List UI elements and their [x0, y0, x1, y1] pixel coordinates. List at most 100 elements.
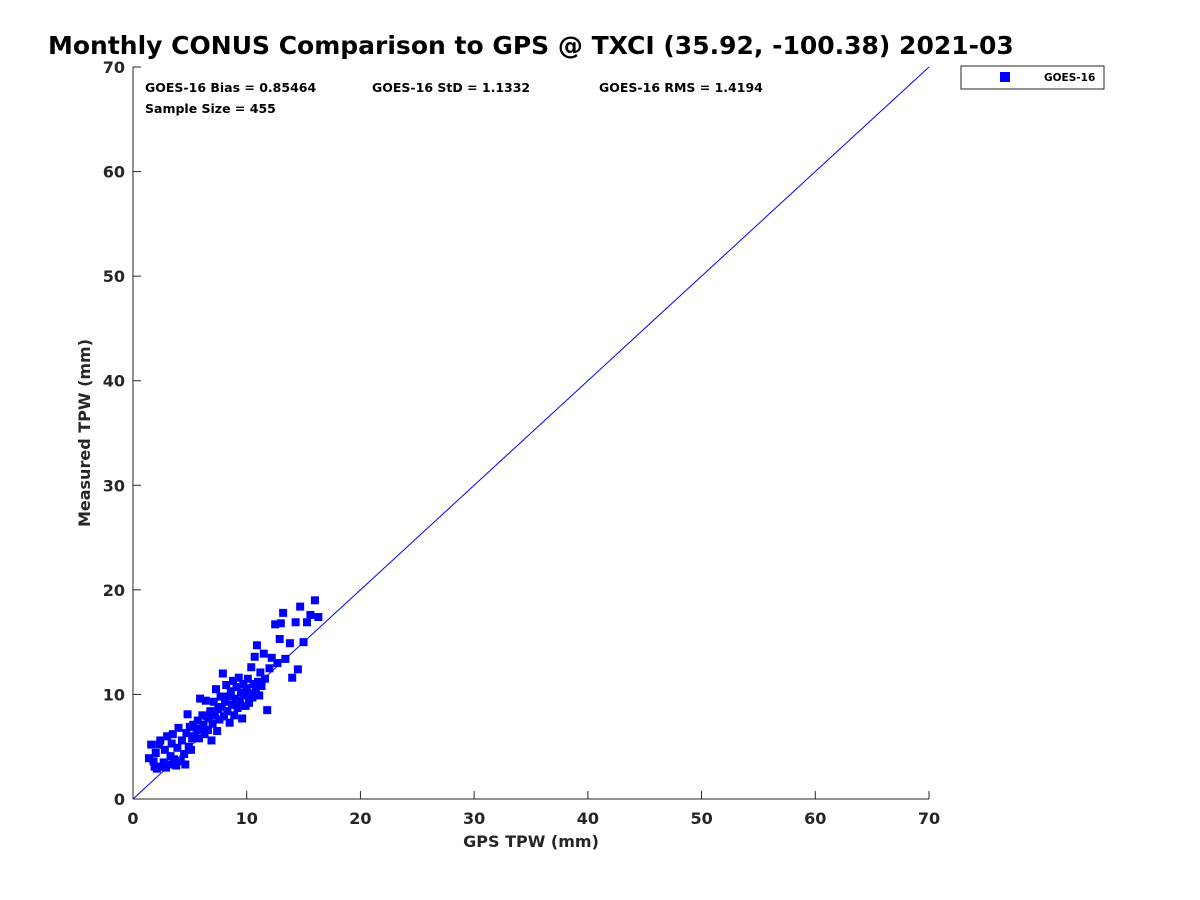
- data-point: [196, 694, 205, 703]
- data-point: [265, 664, 274, 673]
- y-tick-label: 20: [103, 581, 125, 600]
- data-point: [193, 716, 202, 725]
- data-point: [279, 608, 288, 617]
- data-point: [198, 711, 207, 720]
- data-point: [212, 685, 221, 694]
- data-point: [227, 700, 236, 709]
- data-point: [221, 697, 230, 706]
- data-point: [152, 764, 161, 773]
- y-tick-label: 40: [103, 372, 125, 391]
- data-point: [226, 687, 235, 696]
- data-point: [177, 736, 186, 745]
- data-point: [296, 602, 305, 611]
- data-point: [255, 691, 264, 700]
- data-point: [310, 596, 319, 605]
- data-point: [199, 720, 208, 729]
- y-ticks: 0 10 20 30 40 50 60 70: [103, 58, 141, 809]
- data-point: [144, 754, 153, 763]
- data-point: [182, 729, 191, 738]
- data-point: [247, 663, 256, 672]
- data-point: [197, 724, 206, 733]
- data-point: [219, 712, 228, 721]
- data-point: [256, 668, 265, 677]
- data-point: [306, 610, 315, 619]
- data-point: [160, 745, 169, 754]
- data-point: [155, 740, 164, 749]
- data-point: [186, 745, 195, 754]
- data-point: [165, 760, 174, 769]
- data-point: [249, 679, 258, 688]
- data-point: [233, 704, 242, 713]
- data-point: [213, 727, 222, 736]
- data-point: [271, 620, 280, 629]
- data-point: [257, 682, 266, 691]
- data-point: [302, 618, 311, 627]
- data-point: [157, 762, 166, 771]
- data-point: [232, 683, 241, 692]
- data-point: [176, 757, 185, 766]
- data-point: [275, 635, 284, 644]
- data-point: [288, 673, 297, 682]
- data-point: [238, 714, 247, 723]
- data-point: [259, 649, 268, 658]
- data-point: [208, 719, 217, 728]
- data-point: [181, 760, 190, 769]
- x-tick-label: 10: [236, 809, 258, 828]
- data-point: [240, 691, 249, 700]
- data-point: [201, 696, 210, 705]
- rms-stat: GOES-16 RMS = 1.4194: [599, 80, 763, 95]
- data-point: [216, 692, 225, 701]
- data-point: [173, 743, 182, 752]
- data-point: [205, 714, 214, 723]
- data-point: [273, 659, 282, 668]
- data-point: [229, 676, 238, 685]
- data-point: [190, 732, 199, 741]
- data-point: [224, 692, 233, 701]
- data-point: [209, 697, 218, 706]
- bias-stat: GOES-16 Bias = 0.85464: [145, 80, 316, 95]
- legend-box: [960, 65, 1105, 90]
- data-point: [159, 758, 168, 767]
- data-points: [144, 596, 323, 773]
- chart-title: Monthly CONUS Comparison to GPS @ TXCI (…: [48, 31, 1014, 60]
- data-point: [252, 641, 261, 650]
- x-tick-label: 20: [349, 809, 371, 828]
- std-stat: GOES-16 StD = 1.1332: [372, 80, 530, 95]
- sample-size-stat: Sample Size = 455: [145, 101, 276, 116]
- legend-label: GOES-16: [1044, 72, 1095, 84]
- data-point: [263, 706, 272, 715]
- data-point: [207, 736, 216, 745]
- data-point: [183, 710, 192, 719]
- y-tick-label: 10: [103, 685, 125, 704]
- data-point: [218, 669, 227, 678]
- data-point: [291, 618, 300, 627]
- data-point: [243, 674, 252, 683]
- data-point: [293, 665, 302, 674]
- data-point: [242, 684, 251, 693]
- data-point: [314, 613, 323, 622]
- y-axis-label: Measured TPW (mm): [75, 339, 94, 527]
- data-point: [156, 736, 165, 745]
- data-point: [234, 673, 243, 682]
- data-point: [222, 681, 231, 690]
- data-point: [239, 679, 248, 688]
- data-point: [147, 740, 156, 749]
- y-tick-label: 70: [103, 58, 125, 77]
- x-tick-label: 30: [463, 809, 485, 828]
- legend: GOES-16: [960, 65, 1105, 90]
- data-point: [210, 711, 219, 720]
- one-to-one-reference-line: [132, 66, 930, 800]
- data-point: [200, 730, 209, 739]
- data-point: [267, 653, 276, 662]
- data-point: [172, 761, 181, 770]
- data-point: [244, 698, 253, 707]
- data-point: [167, 739, 176, 748]
- x-tick-label: 60: [804, 809, 826, 828]
- data-point: [174, 723, 183, 732]
- data-point: [248, 693, 257, 702]
- data-point: [189, 720, 198, 729]
- data-point: [169, 755, 178, 764]
- data-point: [180, 750, 189, 759]
